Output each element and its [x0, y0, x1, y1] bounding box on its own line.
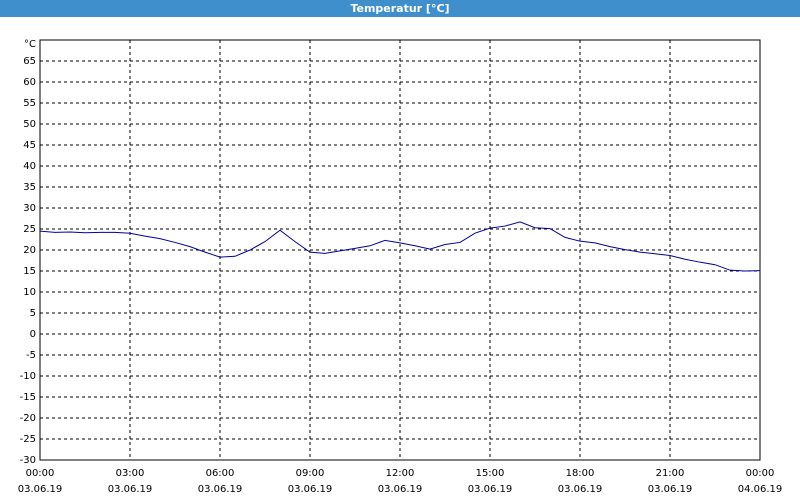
data-line	[39, 221, 761, 272]
x-tick-label: 03:00	[116, 468, 145, 479]
x-tick-date: 04.06.19	[738, 484, 783, 495]
x-tick-label: 15:00	[476, 468, 505, 479]
y-unit: °C	[24, 39, 36, 50]
y-tick-label: 40	[23, 161, 36, 172]
x-tick-label: 00:00	[746, 468, 775, 479]
y-tick-label: 60	[23, 77, 36, 88]
title-bar: Temperatur [°C]	[0, 0, 800, 17]
x-tick-date: 03.06.19	[198, 484, 243, 495]
y-tick-label: 30	[23, 203, 36, 214]
y-tick-label: -5	[26, 350, 36, 361]
x-tick-date: 03.06.19	[378, 484, 423, 495]
chart: °C -30 -25 -20 -15 -10 -5 0 5 10 15 20 25 30 35 40 45 50 5…	[18, 39, 783, 495]
y-tick-label: 55	[23, 98, 36, 109]
y-tick-label: 5	[30, 308, 36, 319]
x-tick-date: 03.06.19	[288, 484, 333, 495]
y-tick-label: 50	[23, 119, 36, 130]
x-tick-date: 03.06.19	[468, 484, 513, 495]
y-tick-label: 45	[23, 140, 36, 151]
y-tick-label: 15	[23, 266, 36, 277]
y-tick-label: -20	[20, 413, 36, 424]
y-tick-label: 35	[23, 182, 36, 193]
y-tick-label: 65	[23, 56, 36, 67]
y-tick-label: -25	[20, 434, 36, 445]
y-tick-label: 10	[23, 287, 36, 298]
x-tick-label: 00:00	[26, 468, 55, 479]
x-tick-date: 03.06.19	[648, 484, 693, 495]
x-tick-label: 09:00	[296, 468, 325, 479]
x-tick-label: 21:00	[656, 468, 685, 479]
x-tick-date: 03.06.19	[558, 484, 603, 495]
y-tick-label: -10	[20, 371, 36, 382]
x-tick-label: 18:00	[566, 468, 595, 479]
y-tick-label: 0	[30, 329, 36, 340]
x-tick-label: 06:00	[206, 468, 235, 479]
y-tick-label: -15	[20, 392, 36, 403]
x-tick-label: 12:00	[386, 468, 415, 479]
x-tick-date: 03.06.19	[108, 484, 153, 495]
y-tick-label: 25	[23, 224, 36, 235]
x-tick-date: 03.06.19	[18, 484, 63, 495]
y-tick-label: -30	[20, 455, 36, 466]
y-tick-label: 20	[23, 245, 36, 256]
